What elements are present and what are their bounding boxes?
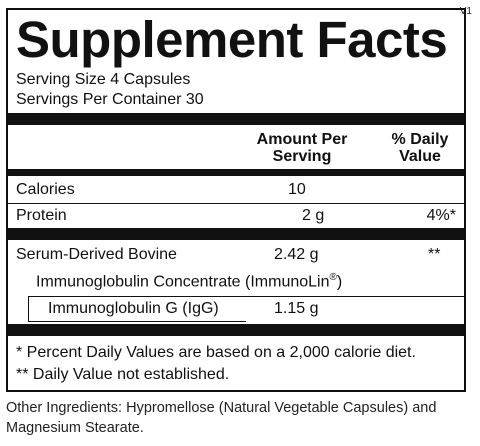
- immunoglobulin-concentrate-amount: 2.42 g: [274, 246, 319, 263]
- serving-size: Serving Size 4 Capsules: [16, 71, 191, 88]
- concentrate-name-close: ): [336, 273, 343, 291]
- row-divider: [8, 203, 464, 204]
- thick-divider-bottom: [8, 324, 464, 336]
- protein-dv: 4%*: [426, 207, 456, 224]
- daily-value-header: % Daily Value: [380, 131, 460, 165]
- igg-amount: 1.15 g: [274, 300, 319, 317]
- immunoglobulin-concentrate-label: Serum-Derived Bovine: [16, 246, 177, 263]
- indent-rule-bottom: [28, 321, 246, 322]
- thick-divider-top: [8, 113, 464, 125]
- protein-label: Protein: [16, 207, 67, 224]
- registered-mark: ®: [329, 272, 337, 283]
- immunoglobulin-concentrate-label-line2: Immunoglobulin Concentrate (ImmunoLin®): [36, 269, 342, 291]
- amount-header-line2: Serving: [272, 148, 332, 165]
- supplement-facts-panel: Supplement Facts Serving Size 4 Capsules…: [6, 8, 466, 392]
- footnote-not-established: ** Daily Value not established.: [16, 366, 230, 383]
- footnote-daily-values: * Percent Daily Values are based on a 2,…: [16, 344, 416, 361]
- panel-title: Supplement Facts: [16, 11, 448, 68]
- servings-per-container: Servings Per Container 30: [16, 91, 204, 108]
- concentrate-name-text: Immunoglobulin Concentrate (ImmunoLin: [36, 273, 330, 291]
- dv-header-line1: % Daily: [391, 131, 449, 148]
- amount-header-line1: Amount Per: [256, 131, 348, 148]
- calories-label: Calories: [16, 181, 75, 198]
- calories-amount: 10: [288, 181, 306, 198]
- protein-amount: 2 g: [302, 207, 325, 224]
- indent-rule: [28, 296, 29, 322]
- amount-per-serving-header: Amount Per Serving: [244, 131, 360, 165]
- dv-header-line2: Value: [399, 148, 441, 165]
- row-divider: [28, 296, 464, 297]
- medium-divider: [8, 169, 464, 176]
- other-ingredients: Other Ingredients: Hypromellose (Natural…: [6, 400, 437, 436]
- thick-divider-middle: [8, 228, 464, 240]
- igg-label: Immunoglobulin G (IgG): [48, 300, 219, 317]
- immunoglobulin-concentrate-dv: **: [428, 246, 441, 263]
